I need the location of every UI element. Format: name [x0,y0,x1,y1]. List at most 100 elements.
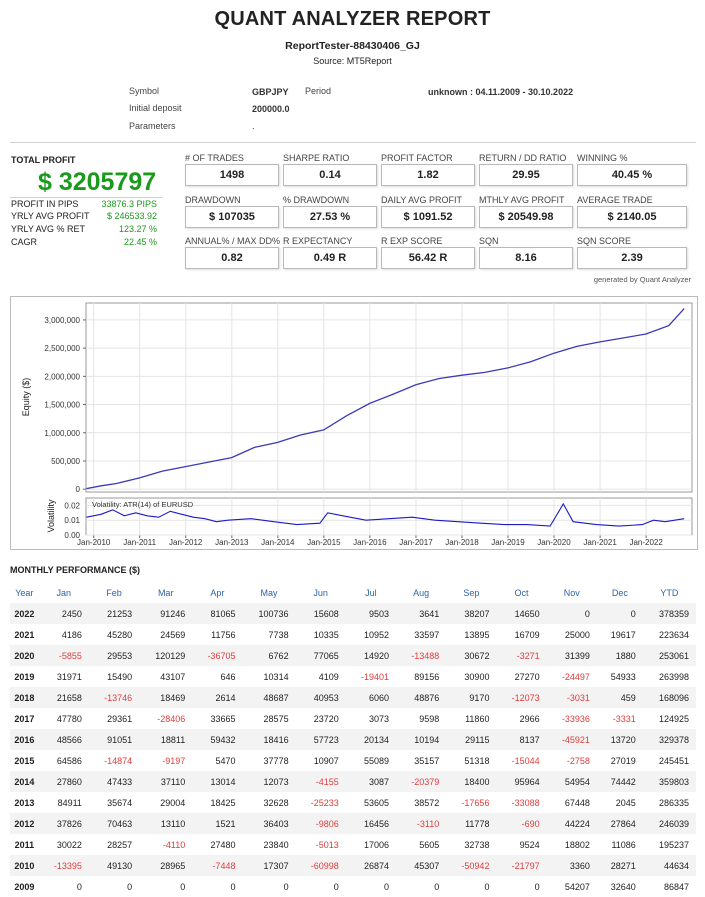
value-cell: 30022 [56,839,82,850]
sqn-label: SQN [479,236,499,246]
value-cell: 9598 [419,713,440,724]
volatility-ytick-label: 0.01 [64,516,80,525]
value-cell: 35157 [414,755,440,766]
value-cell: 253061 [658,650,689,661]
value-cell: 0 [333,881,339,892]
parameters-label: Parameters [129,121,176,131]
value-cell: -14874 [104,755,133,766]
volatility-annotation: Volatility: ATR(14) of EURUSD [92,500,194,509]
value-cell: -24497 [561,671,590,682]
value-cell: -3271 [516,650,540,661]
period-value: unknown : 04.11.2009 - 30.10.2022 [428,87,574,97]
volatility-axis-label: Volatility [46,499,56,533]
daily-avg-profit-label: DAILY AVG PROFIT [381,195,463,205]
value-cell: 245451 [658,755,689,766]
year-cell: 2009 [14,881,35,892]
volatility-ytick-label: 0.02 [64,501,80,510]
value-cell: 13110 [160,818,186,829]
column-header-oct: Oct [514,587,529,598]
year-cell: 2011 [14,839,35,850]
value-cell: 2045 [615,797,636,808]
value-cell: 29361 [107,713,133,724]
column-header-dec: Dec [611,587,628,598]
volatility-xtick-label: Jan-2010 [77,538,111,547]
value-cell: 16709 [514,629,540,640]
value-cell: 27019 [610,755,636,766]
value-cell: 32738 [464,839,490,850]
year-cell: 2013 [14,797,35,808]
value-cell: 23720 [313,713,339,724]
value-cell: -13395 [53,860,82,871]
value-cell: 44224 [564,818,590,829]
value-cell: 14920 [363,650,390,661]
value-cell: 21253 [107,608,133,619]
value-cell: -9806 [315,818,339,829]
value-cell: -4110 [162,839,186,850]
value-cell: 21658 [56,692,82,703]
value-cell: -19401 [360,671,390,682]
value-cell: 15490 [107,671,133,682]
value-cell: 286335 [658,797,689,808]
value-cell: -7448 [212,860,236,871]
value-cell: 38207 [464,608,490,619]
value-cell: 8137 [519,734,540,745]
value-cell: 31399 [564,650,590,661]
year-cell: 2021 [14,629,35,640]
value-cell: -3331 [612,713,636,724]
value-cell: 4109 [318,671,339,682]
value-cell: -33936 [561,713,590,724]
value-cell: -50942 [461,860,490,871]
equity-chart-frame: 0 500,000 1,000,000 1,500,000 2,000,000 2,500… [10,296,698,550]
generated-by-note: generated by Quant Analyzer [593,275,691,284]
sharpe-ratio-value: 0.14 [283,164,377,186]
value-cell: 5605 [419,839,440,850]
equity-plot-area [85,302,693,493]
total-profit-label: TOTAL PROFIT [11,155,76,165]
value-cell: 89156 [414,671,440,682]
table-row: 2012 37826 70463 13110 1521 36403 -9806 16456 -3… [10,813,696,834]
value-cell: 1880 [615,650,636,661]
equity-ytick-label: 1,000,000 [44,429,80,438]
value-cell: 27860 [56,776,82,787]
value-cell: 33665 [210,713,236,724]
profit-factor-label: PROFIT FACTOR [381,153,453,163]
value-cell: -5855 [58,650,82,661]
value-cell: 3073 [368,713,390,724]
value-cell: -4155 [315,776,339,787]
value-cell: 84911 [57,797,82,808]
table-row: 2013 84911 35674 29004 18425 32628 -25233 53605… [10,792,696,813]
volatility-xtick-label: Jan-2014 [261,538,295,547]
value-cell: 47780 [56,713,82,724]
table-row: 2021 4186 45280 24569 11756 7738 10335 10952 335… [10,624,696,645]
table-row: 2009 0 0 0 0 0 0 0 0 0 0 54207 32640 86847 [10,876,696,897]
value-cell: 33597 [414,629,440,640]
yearly-avg-return-value: 123.27 % [118,224,157,234]
period-label: Period [305,86,332,96]
value-cell: 3641 [419,608,440,619]
value-cell: 28965 [160,860,186,871]
value-cell: 0 [180,881,186,892]
value-cell: 67448 [564,797,590,808]
value-cell: -33088 [511,797,540,808]
year-cell: 2014 [14,776,35,787]
value-cell: 37826 [56,818,82,829]
volatility-ytick-label: 0.00 [64,531,80,540]
value-cell: 54954 [564,776,590,787]
value-cell: 0 [283,881,289,892]
value-cell: 17006 [363,839,390,850]
table-row: 2020 -5855 29553 120129 -36705 6762 77065 14920… [10,645,696,666]
value-cell: 53605 [363,797,390,808]
value-cell: 18425 [210,797,236,808]
value-cell: 86847 [663,881,689,892]
value-cell: 27864 [610,818,636,829]
r-exp-score-value: 56.42 R [381,247,475,269]
year-cell: 2017 [14,713,35,724]
volatility-xtick-label: Jan-2011 [123,538,156,547]
value-cell: 54933 [610,671,636,682]
volatility-xtick-label: Jan-2012 [169,538,203,547]
value-cell: 223634 [658,629,689,640]
table-row: 2018 21658 -13746 18469 2614 48687 40953 6060 48… [10,687,696,708]
value-cell: 47433 [107,776,133,787]
trades-value: 1498 [185,164,279,186]
yearly-avg-profit-label: YRLY AVG PROFIT [11,211,90,221]
